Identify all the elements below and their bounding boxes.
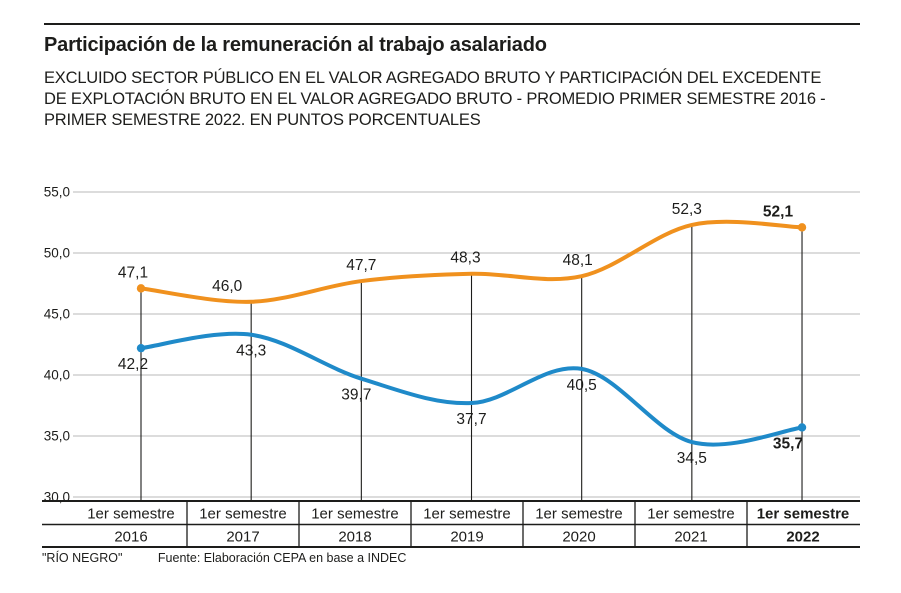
series-0-endpoint-6	[797, 223, 807, 232]
value-label-bottom-2: 39,7	[341, 387, 371, 404]
x-tick-year-2022: 2022	[786, 529, 819, 546]
value-label-bottom-0: 42,2	[118, 356, 148, 373]
series-0-endpoint-0	[136, 284, 146, 293]
top-rule	[44, 23, 860, 25]
value-label-top-3: 48,3	[450, 250, 480, 267]
x-tick-semester-2022: 1er semestre	[757, 506, 850, 523]
y-tick-label-40: 40,0	[44, 368, 70, 383]
subtitle-line-2: DE EXPLOTACIÓN BRUTO EN EL VALOR AGREGAD…	[44, 90, 826, 108]
page-title: Participación de la remuneración al trab…	[44, 34, 547, 56]
chart-footer: "RÍO NEGRO" Fuente: Elaboración CEPA en …	[42, 551, 862, 565]
subtitle-line-1: EXCLUIDO SECTOR PÚBLICO EN EL VALOR AGRE…	[44, 69, 822, 87]
value-label-bottom-4: 40,5	[567, 377, 597, 394]
x-tick-semester-2017: 1er semestre	[199, 506, 287, 523]
value-label-top-1: 46,0	[212, 278, 243, 295]
series-line-0	[139, 219, 805, 304]
y-tick-label-55: 55,0	[44, 185, 70, 200]
x-tick-year-2016: 2016	[114, 529, 147, 546]
value-label-bottom-5: 34,5	[677, 450, 707, 467]
value-label-top-6: 52,1	[763, 203, 794, 220]
x-tick-year-2018: 2018	[338, 529, 371, 546]
value-label-bottom-6: 35,7	[773, 435, 803, 452]
series-1-endpoint-0	[136, 343, 146, 353]
value-label-bottom-1: 43,3	[236, 343, 266, 360]
x-tick-year-2017: 2017	[226, 529, 259, 546]
x-tick-semester-2021: 1er semestre	[647, 506, 735, 523]
footer-brand: "RÍO NEGRO"	[42, 551, 123, 565]
series-1-endpoint-6	[797, 423, 807, 432]
x-tick-semester-2020: 1er semestre	[535, 506, 623, 523]
value-label-top-4: 48,1	[563, 252, 593, 269]
x-tick-year-2019: 2019	[450, 529, 483, 546]
x-tick-semester-2016: 1er semestre	[87, 506, 175, 523]
footer-source: Fuente: Elaboración CEPA en base a INDEC	[157, 551, 407, 565]
chart-subtitle: EXCLUIDO SECTOR PÚBLICO EN EL VALOR AGRE…	[44, 68, 874, 131]
x-tick-year-2020: 2020	[562, 529, 595, 546]
x-tick-semester-2019: 1er semestre	[423, 506, 511, 523]
value-label-top-2: 47,7	[346, 257, 376, 274]
series-line-1	[139, 331, 805, 447]
x-tick-semester-2018: 1er semestre	[311, 506, 399, 523]
value-label-top-0: 47,1	[118, 264, 148, 281]
x-tick-year-2021: 2021	[674, 529, 707, 546]
y-tick-label-35: 35,0	[44, 429, 70, 444]
y-tick-label-45: 45,0	[44, 307, 70, 322]
value-label-bottom-3: 37,7	[456, 411, 486, 428]
y-tick-label-30: 30,0	[44, 490, 70, 505]
subtitle-line-3: PRIMER SEMESTRE 2022. EN PUNTOS PORCENTU…	[44, 111, 481, 129]
y-tick-label-50: 50,0	[44, 246, 70, 261]
value-label-top-5: 52,3	[672, 201, 702, 218]
